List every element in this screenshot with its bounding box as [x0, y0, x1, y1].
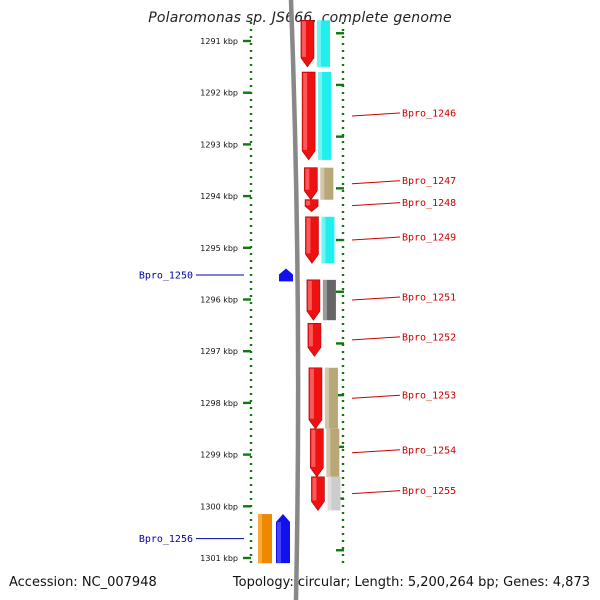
gene-label-Bpro_1246[interactable]: Bpro_1246: [402, 108, 456, 119]
genome-backbone: [288, 0, 301, 600]
gene-label-Bpro_1248[interactable]: Bpro_1248: [402, 198, 456, 209]
genome-title: Polaromonas sp. JS666, complete genome: [148, 10, 452, 26]
cog-category-bar: [321, 216, 335, 264]
gene-label-Bpro_1254[interactable]: Bpro_1254: [402, 445, 456, 456]
gene-leader-line: [351, 180, 401, 185]
gene-leader-line: [351, 236, 401, 241]
kbp-tick-label: 1291 kbp: [200, 37, 238, 46]
gene-highlight: [303, 73, 308, 150]
gene-Bpro_1254[interactable]: [310, 428, 340, 478]
gene-highlight: [305, 168, 310, 190]
gene-highlight: [308, 324, 313, 347]
gene-label-Bpro_1253[interactable]: Bpro_1253: [402, 391, 456, 402]
gene-partial-0[interactable]: [300, 20, 330, 68]
kbp-tick-label: 1294 kbp: [200, 192, 238, 201]
cog-bar-highlight: [322, 279, 327, 321]
gene-Bpro_1255[interactable]: [311, 476, 341, 511]
gene-Bpro_1256[interactable]: [258, 514, 290, 564]
gene-leader-line: [351, 336, 401, 341]
gene-highlight: [312, 477, 317, 501]
cog-bar-highlight: [327, 476, 332, 511]
gene-highlight: [306, 217, 311, 254]
cog-bar-highlight: [320, 167, 325, 200]
gene-Bpro_1248[interactable]: [304, 199, 319, 212]
cog-category-bar: [322, 279, 336, 321]
kbp-tick-label: 1296 kbp: [200, 296, 238, 305]
kbp-tick-label: 1299 kbp: [200, 451, 238, 460]
cog-category-bar: [318, 72, 332, 160]
gene-Bpro_1249[interactable]: [305, 216, 335, 264]
gene-leader-line: [351, 449, 401, 454]
gene-leader-line: [351, 202, 401, 207]
gene-highlight: [307, 280, 312, 311]
gene-highlight: [311, 429, 316, 467]
gene-leader-line: [351, 394, 401, 399]
gene-label-Bpro_1256[interactable]: Bpro_1256: [139, 534, 193, 545]
gene-Bpro_1253[interactable]: [308, 367, 338, 430]
cog-category-bar: [326, 428, 340, 477]
kbp-tick-label: 1298 kbp: [200, 399, 238, 408]
cog-category-bar: [324, 367, 338, 429]
accession-text: Accession: NC_007948: [9, 575, 157, 590]
gene-leader-line: [351, 490, 401, 495]
gene-Bpro_1246[interactable]: [301, 71, 332, 161]
kbp-tick-label: 1293 kbp: [200, 140, 238, 149]
gene-highlight: [309, 368, 314, 419]
kbp-tick-label: 1300 kbp: [200, 502, 238, 511]
cog-bar-highlight: [324, 367, 329, 429]
gene-highlight: [301, 21, 306, 57]
gene-highlight: [277, 522, 281, 564]
cog-category-bar: [327, 476, 341, 511]
gene-label-Bpro_1249[interactable]: Bpro_1249: [402, 233, 456, 244]
kbp-tick-label: 1301 kbp: [200, 554, 238, 563]
cog-bar-highlight: [321, 216, 326, 264]
gene-leader-line: [351, 296, 401, 301]
gene-Bpro_1250[interactable]: [279, 268, 293, 282]
kbp-tick-label: 1292 kbp: [200, 89, 238, 98]
topology-text: Topology: circular; Length: 5,200,264 bp…: [232, 575, 590, 590]
gene-leader-line: [351, 112, 401, 117]
cog-category-bar: [320, 167, 334, 200]
gene-label-Bpro_1255[interactable]: Bpro_1255: [402, 486, 456, 497]
gene-Bpro_1251[interactable]: [306, 279, 336, 321]
kbp-tick-label: 1295 kbp: [200, 244, 238, 253]
gene-Bpro_1247[interactable]: [304, 167, 334, 201]
cog-bar-highlight: [258, 514, 262, 564]
cog-bar-highlight: [316, 20, 321, 67]
kbp-tick-label: 1297 kbp: [200, 347, 238, 356]
gene-label-Bpro_1250[interactable]: Bpro_1250: [139, 270, 193, 281]
gene-label-Bpro_1247[interactable]: Bpro_1247: [402, 176, 456, 187]
gene-label-Bpro_1252[interactable]: Bpro_1252: [402, 332, 456, 343]
reverse-gene-arrow[interactable]: [279, 268, 293, 282]
cog-bar-highlight: [326, 428, 331, 477]
gene-Bpro_1252[interactable]: [307, 322, 322, 357]
gene-highlight: [306, 200, 311, 206]
gene-label-Bpro_1251[interactable]: Bpro_1251: [402, 293, 456, 304]
cog-category-bar: [316, 20, 330, 67]
cog-bar-highlight: [318, 72, 323, 160]
